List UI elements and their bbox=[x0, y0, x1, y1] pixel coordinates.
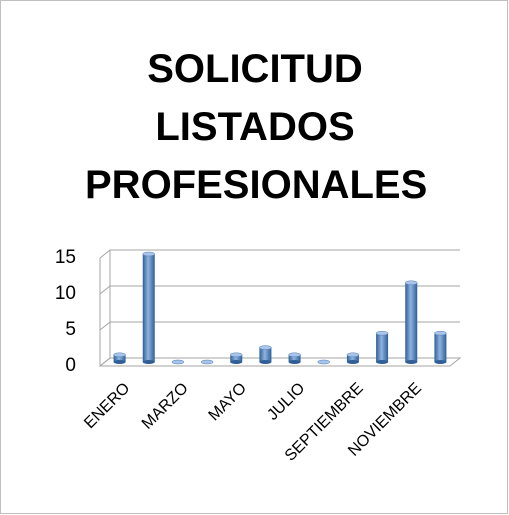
bar bbox=[317, 359, 330, 365]
bar-top bbox=[346, 352, 360, 358]
bar-base bbox=[376, 360, 389, 364]
y-tick-label: 10 bbox=[55, 283, 76, 304]
bar-body bbox=[259, 347, 272, 362]
bar-top bbox=[259, 345, 272, 350]
bar-base bbox=[405, 360, 418, 364]
bar-top bbox=[375, 330, 389, 336]
bar-base bbox=[113, 360, 126, 364]
bar-top bbox=[171, 359, 185, 365]
bar-body bbox=[113, 354, 126, 362]
bar-top bbox=[405, 280, 418, 286]
bar-base bbox=[346, 360, 359, 364]
bar-top bbox=[434, 330, 447, 336]
bar bbox=[200, 359, 214, 365]
grid-line bbox=[99, 321, 460, 331]
bar-base bbox=[230, 360, 243, 364]
bar bbox=[288, 352, 301, 364]
bar-top bbox=[113, 352, 126, 358]
bar-base bbox=[288, 360, 301, 364]
bar bbox=[230, 352, 243, 364]
bar-top bbox=[230, 352, 243, 358]
bar-body bbox=[142, 254, 155, 362]
y-tick-label: 0 bbox=[65, 355, 76, 376]
bar bbox=[142, 251, 155, 364]
grid-line bbox=[99, 285, 460, 295]
bar-body bbox=[434, 333, 447, 362]
y-tick-label: 5 bbox=[65, 319, 76, 340]
y-tick-label: 15 bbox=[55, 247, 76, 268]
bar bbox=[375, 330, 389, 364]
bar-body bbox=[288, 354, 301, 362]
bar bbox=[346, 352, 360, 364]
bar bbox=[259, 345, 272, 364]
bar-body bbox=[230, 354, 243, 362]
bar-base bbox=[142, 360, 155, 364]
bar-body bbox=[405, 282, 418, 362]
bar-base bbox=[259, 360, 272, 364]
bar bbox=[405, 280, 418, 364]
bar bbox=[434, 330, 447, 364]
bar bbox=[113, 352, 126, 364]
grid-line bbox=[99, 249, 460, 259]
bar-top bbox=[200, 359, 214, 365]
bar-base bbox=[434, 360, 447, 364]
bar-top bbox=[317, 359, 330, 365]
chart-title: SOLICITUD LISTADOS PROFESIONALES bbox=[85, 47, 428, 207]
bar-body bbox=[376, 333, 389, 362]
bar bbox=[171, 359, 185, 365]
bar-body bbox=[346, 354, 359, 362]
bar-top bbox=[288, 352, 301, 358]
bar-top bbox=[142, 251, 155, 257]
grid-line bbox=[99, 357, 460, 367]
